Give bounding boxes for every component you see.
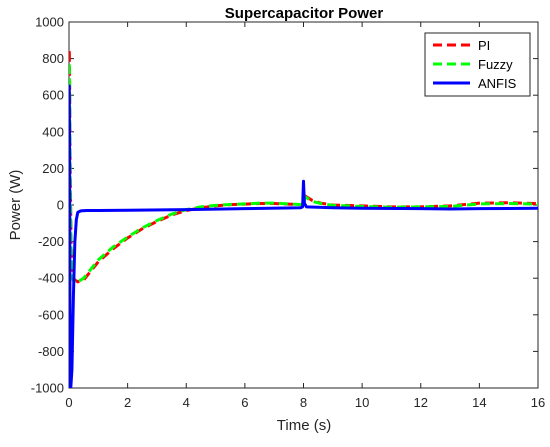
series-line-fuzzy xyxy=(69,60,538,285)
legend-label-anfis: ANFIS xyxy=(478,76,517,91)
series-line-anfis xyxy=(69,84,538,388)
legend-label-fuzzy: Fuzzy xyxy=(478,57,513,72)
y-tick-label: 800 xyxy=(42,51,64,66)
y-tick-label: -200 xyxy=(38,234,64,249)
x-tick-label: 12 xyxy=(414,395,428,410)
y-tick-label: 1000 xyxy=(35,15,64,30)
y-tick-label: -1000 xyxy=(31,381,64,396)
y-tick-label: 0 xyxy=(57,198,64,213)
x-tick-label: 2 xyxy=(124,395,131,410)
y-tick-label: 600 xyxy=(42,88,64,103)
y-tick-label: -600 xyxy=(38,307,64,322)
chart-title: Supercapacitor Power xyxy=(225,5,384,22)
legend-box xyxy=(424,32,531,97)
y-tick-label: -400 xyxy=(38,271,64,286)
x-tick-label: 8 xyxy=(300,395,307,410)
plot-area: 0 2 4 6 8 10 12 14 16 -1000 -800 -600 -400 -200 0 200 40… xyxy=(31,15,545,411)
x-tick-label: 6 xyxy=(241,395,248,410)
y-tick-label: -800 xyxy=(38,344,64,359)
x-axis-label: Time (s) xyxy=(277,417,331,434)
y-tick-label: 400 xyxy=(42,124,64,139)
x-tick-label: 16 xyxy=(531,395,545,410)
legend: PI Fuzzy ANFIS xyxy=(424,32,531,97)
x-tick-label: 0 xyxy=(65,395,72,410)
y-tick-label: 200 xyxy=(42,161,64,176)
legend-label-pi: PI xyxy=(478,38,490,53)
x-tick-label: 4 xyxy=(183,395,190,410)
x-tick-label: 14 xyxy=(472,395,486,410)
x-tick-label: 10 xyxy=(355,395,369,410)
y-axis-label: Power (W) xyxy=(7,170,24,241)
